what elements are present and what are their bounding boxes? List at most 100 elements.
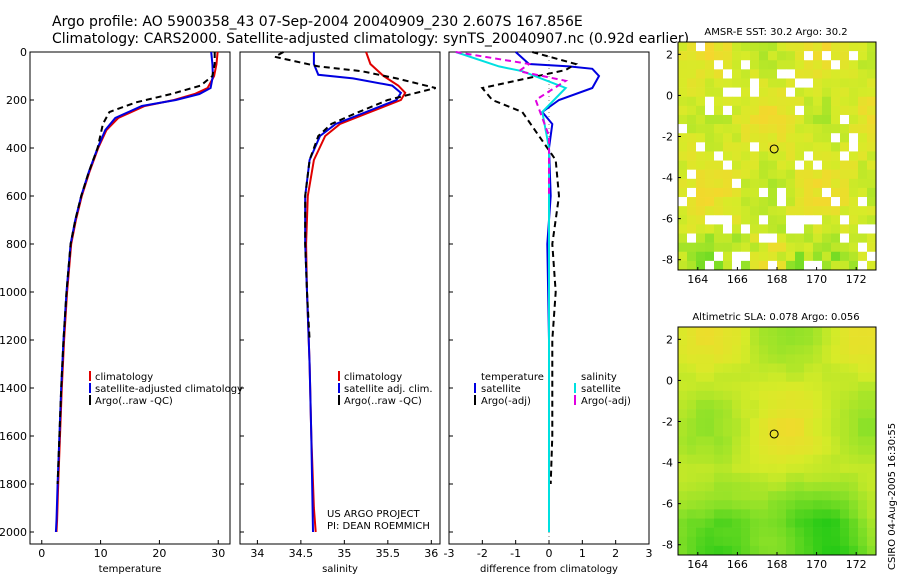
map-cell [813,436,823,446]
map-cell [777,224,787,234]
map-cell [687,60,697,70]
map-cell [723,105,733,116]
map-cell [786,409,796,419]
map-cell [732,454,742,465]
map-cell [696,105,706,116]
map-cell [678,96,688,107]
map-cell [858,390,868,401]
map-cell [867,51,877,61]
map-cell [750,381,760,392]
map-cell [849,60,859,70]
map-cell [714,96,724,107]
map-cell [804,206,814,216]
map-cell [678,454,688,465]
map-cell [750,354,760,364]
map-cell [714,491,724,501]
map-cell [678,509,688,519]
map-cell [831,390,841,401]
map-cell [732,427,742,437]
map-cell [795,354,805,364]
map-cell [831,42,841,52]
map-cell [750,345,760,355]
x-tick-label: -3 [444,547,455,560]
map-cell [804,454,814,465]
map-cell [705,327,715,337]
map-cell [732,197,742,207]
map-y-tick-label: 2 [666,48,673,61]
map-cell [687,445,697,455]
map-cell [714,418,724,428]
map-cell [750,390,760,401]
map-cell [858,463,868,474]
map-cell [867,509,877,519]
map-cell [831,114,841,125]
map-cell [705,260,715,271]
map-cell [804,69,814,79]
legend-label-climatology: climatology [95,372,153,383]
map-cell [822,105,832,116]
map-cell [714,206,724,216]
map-cell [732,527,742,538]
map-cell [741,105,751,116]
map-cell [786,206,796,216]
map-cell [768,527,778,538]
map-cell [723,327,733,337]
map-cell [795,242,805,253]
map-cell [858,482,868,492]
map-cell [723,354,733,364]
map-cell [768,242,778,253]
map-cell [822,409,832,419]
map-cell [786,114,796,125]
map-cell [840,197,850,207]
sla-map-ticks: 164 166 168 170 172 2 0 -2 -4 -6 -8 [662,333,867,571]
map-cell [795,96,805,107]
map-cell [867,133,877,143]
map-cell [768,409,778,419]
legend-label-satellite: satellite-adjusted climatology [95,384,243,395]
map-cell [696,409,706,419]
map-cell [840,114,850,125]
map-cell [822,87,832,98]
legend-title-salinity: salinity [581,372,617,383]
map-cell [822,124,832,134]
salinity-legend: climatology satellite adj. clim. Argo(..… [338,371,433,407]
map-cell [741,260,751,271]
map-cell [741,197,751,207]
map-cell [840,151,850,161]
map-cell [705,409,715,419]
map-cell [696,242,706,253]
map-cell [795,178,805,189]
map-cell [741,518,751,528]
map-cell [687,363,697,373]
map-cell [768,69,778,79]
map-cell [741,482,751,492]
map-cell [732,436,742,446]
map-cell [678,354,688,364]
difference-legend-temperature: temperature satellite Argo(-adj) [474,372,544,407]
map-cell [804,418,814,428]
map-cell [867,197,877,207]
map-cell [714,142,724,152]
map-cell [732,390,742,401]
map-cell [849,399,859,410]
map-cell [759,336,769,346]
map-cell [696,491,706,501]
map-cell [705,545,715,556]
map-cell [813,518,823,528]
difference-panel: -3 -2 -1 0 1 2 3 difference from climatology t… [444,51,653,575]
map-cell [696,215,706,225]
series-line-temperature-argo-adj- [480,51,579,485]
map-cell [849,178,859,189]
map-cell [687,233,697,243]
map-cell [705,445,715,455]
map-cell [822,454,832,465]
map-cell [795,336,805,346]
map-cell [804,345,814,355]
map-cell [759,518,769,528]
map-cell [831,463,841,474]
map-cell [777,251,787,262]
map-cell [795,42,805,52]
map-cell [849,545,859,556]
map-cell [750,482,760,492]
map-cell [822,390,832,401]
